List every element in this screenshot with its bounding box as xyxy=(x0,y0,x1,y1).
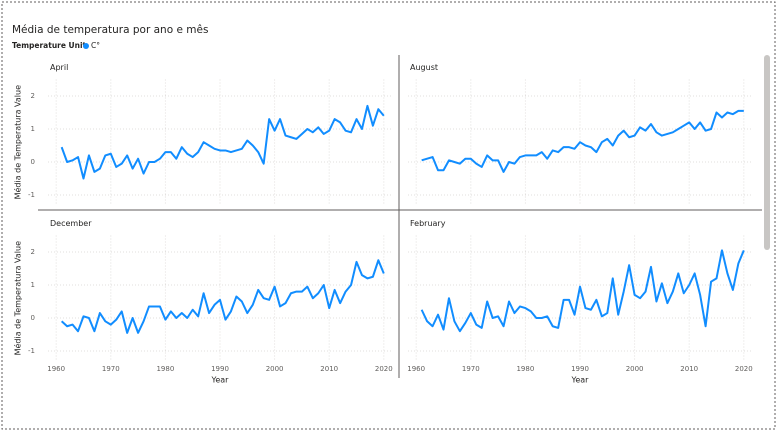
y-tick-label: -1 xyxy=(28,347,35,355)
panel-title: August xyxy=(410,63,438,72)
x-tick-label: 2020 xyxy=(375,365,393,373)
x-tick-label: 1960 xyxy=(407,365,425,373)
x-axis-label: Year xyxy=(571,376,590,385)
y-axis-label: Média de Temperatura Value xyxy=(13,85,23,200)
x-tick-label: 1970 xyxy=(102,365,120,373)
y-tick-label: 2 xyxy=(31,92,35,100)
panel-title: April xyxy=(50,63,68,72)
y-tick-label: 1 xyxy=(31,281,35,289)
x-tick-label: 2010 xyxy=(320,365,338,373)
y-tick-label: 1 xyxy=(31,125,35,133)
scrollbar[interactable] xyxy=(764,55,770,250)
y-axis-label: Média de Temperatura Value xyxy=(13,241,23,356)
x-tick-label: 2000 xyxy=(266,365,284,373)
panel-title: February xyxy=(410,219,446,228)
y-tick-label: 2 xyxy=(31,248,35,256)
x-tick-label: 2000 xyxy=(626,365,644,373)
series-line xyxy=(420,249,745,333)
y-tick-label: -1 xyxy=(28,191,35,199)
legend-title: Temperature Unit xyxy=(12,41,87,50)
x-tick-label: 1970 xyxy=(462,365,480,373)
series-line xyxy=(421,109,744,173)
x-tick-label: 1990 xyxy=(571,365,589,373)
x-tick-label: 2020 xyxy=(735,365,753,373)
x-tick-label: 1980 xyxy=(516,365,534,373)
y-tick-label: 0 xyxy=(31,314,35,322)
y-tick-label: 0 xyxy=(31,158,35,166)
chart-title: Média de temperatura por ano e mês xyxy=(12,24,208,36)
series-line xyxy=(60,104,385,180)
panel-title: December xyxy=(50,219,92,228)
legend-label: C° xyxy=(91,41,100,50)
legend-marker xyxy=(83,43,89,49)
x-tick-label: 1960 xyxy=(47,365,65,373)
x-tick-label: 1980 xyxy=(156,365,174,373)
x-axis-label: Year xyxy=(211,376,230,385)
x-tick-label: 1990 xyxy=(211,365,229,373)
series-line xyxy=(60,259,385,334)
x-tick-label: 2010 xyxy=(680,365,698,373)
